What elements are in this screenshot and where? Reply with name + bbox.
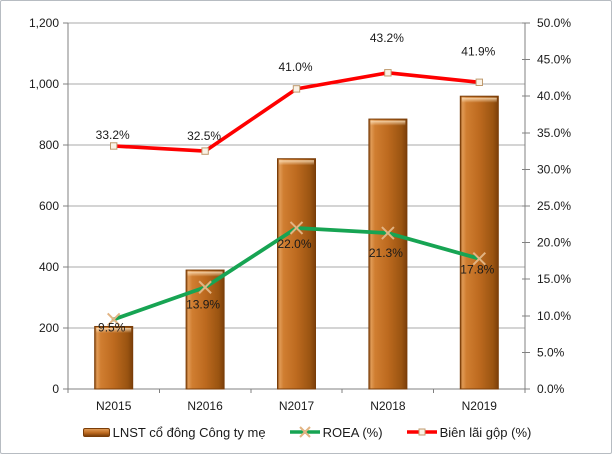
- bar-top-bevel: [461, 97, 497, 103]
- roea-marker-x: [472, 251, 487, 266]
- left-axis-labels: 0 200 400 600 800 1,000 1,200: [29, 16, 59, 396]
- roea-data-label: 17.8%: [460, 263, 494, 277]
- right-axis-tick-label: 10.0%: [537, 309, 571, 323]
- right-axis-tick-label: 40.0%: [537, 89, 571, 103]
- roea-line-series: [106, 221, 487, 327]
- right-axis-tick-label: 50.0%: [537, 16, 571, 30]
- bien-lai-gop-marker-square: [292, 85, 301, 93]
- bar-top-bevel: [279, 160, 314, 166]
- bien-lai-gop-series-swatch: [406, 425, 437, 439]
- bar-n2017: [277, 158, 316, 390]
- bar-series-swatch: [82, 427, 110, 437]
- bar-n2018: [368, 118, 408, 390]
- bien-lai-gop-marker-square: [475, 78, 484, 86]
- right-axis-tick-label: 20.0%: [537, 236, 571, 250]
- bien-lai-gop-data-label: 41.9%: [461, 44, 495, 58]
- legend-label-lnst: LNST cổ đông Công ty mẹ: [112, 424, 266, 440]
- left-axis-tick-label: 200: [39, 321, 59, 335]
- legend-label-roea: ROEA (%): [322, 424, 383, 440]
- left-axis-tick-label: 0: [52, 382, 59, 396]
- left-axis-tick-label: 1,200: [29, 16, 59, 30]
- left-axis-tick-label: 800: [39, 138, 59, 152]
- right-axis-tick-label: 15.0%: [537, 272, 571, 286]
- legend-label-margin: Biên lãi gộp (%): [439, 424, 532, 440]
- right-axis-tick-label: 5.0%: [537, 345, 565, 359]
- roea-series-swatch: [289, 425, 320, 439]
- bien-lai-gop-data-label: 33.2%: [96, 128, 130, 142]
- bar-top-bevel: [96, 327, 132, 333]
- bien-lai-gop-marker-square: [201, 147, 209, 155]
- left-axis-tick-label: 400: [39, 260, 59, 274]
- right-axis-tick-label: 30.0%: [537, 162, 571, 176]
- x-axis-label: N2015: [96, 399, 132, 413]
- x-axis-label: N2016: [187, 399, 223, 413]
- right-axis-tick-label: 35.0%: [537, 126, 571, 140]
- roea-marker-x: [198, 280, 212, 294]
- x-axis-label: N2019: [462, 399, 498, 413]
- x-axis-label: N2017: [279, 399, 315, 413]
- bien-lai-gop-data-label: 43.2%: [370, 31, 404, 45]
- bien-lai-gop-line-series: [110, 69, 484, 155]
- roea-data-label: 21.3%: [369, 246, 403, 260]
- bien-lai-gop-data-label: 32.5%: [187, 129, 221, 143]
- bien-lai-gop-data-label: 41.0%: [278, 60, 312, 74]
- roea-marker-x: [289, 221, 304, 235]
- left-axis-tick-label: 1,000: [29, 77, 59, 91]
- bien-lai-gop-marker-square: [384, 69, 392, 77]
- legend-item-roea: ROEA (%): [289, 424, 383, 440]
- bar-n2019: [459, 95, 499, 390]
- right-axis-tick-label: 0.0%: [537, 382, 565, 396]
- data-labels: 9.5% 13.9% 22.0% 21.3% 17.8% 33.2% 32.5% 41.0% 4…: [96, 31, 496, 335]
- roea-marker-x: [381, 226, 395, 240]
- right-axis-labels: 0.0% 5.0% 10.0% 15.0% 20.0% 25.0% 30.0% 35.0% 40…: [537, 16, 571, 396]
- x-axis-label: N2018: [370, 399, 406, 413]
- right-axis-tick-label: 25.0%: [537, 199, 571, 213]
- bien-lai-gop-marker-square: [110, 142, 118, 150]
- roea-data-label: 9.5%: [98, 320, 126, 334]
- left-axis-tick-label: 600: [39, 199, 59, 213]
- roea-marker-x: [106, 312, 121, 327]
- roea-data-label: 22.0%: [277, 237, 311, 251]
- bar-n2015: [94, 325, 134, 390]
- bar-top-bevel: [187, 271, 223, 277]
- bar-top-bevel: [370, 120, 406, 126]
- legend: LNST cổ đông Công ty mẹ ROEA (%) Biên lã…: [1, 421, 611, 443]
- x-axis-labels: N2015 N2016 N2017 N2018 N2019: [96, 399, 497, 413]
- right-axis-tick-label: 45.0%: [537, 53, 571, 67]
- legend-item-margin: Biên lãi gộp (%): [406, 424, 532, 440]
- legend-item-lnst: LNST cổ đông Công ty mẹ: [82, 424, 266, 440]
- roea-data-label: 13.9%: [186, 297, 220, 311]
